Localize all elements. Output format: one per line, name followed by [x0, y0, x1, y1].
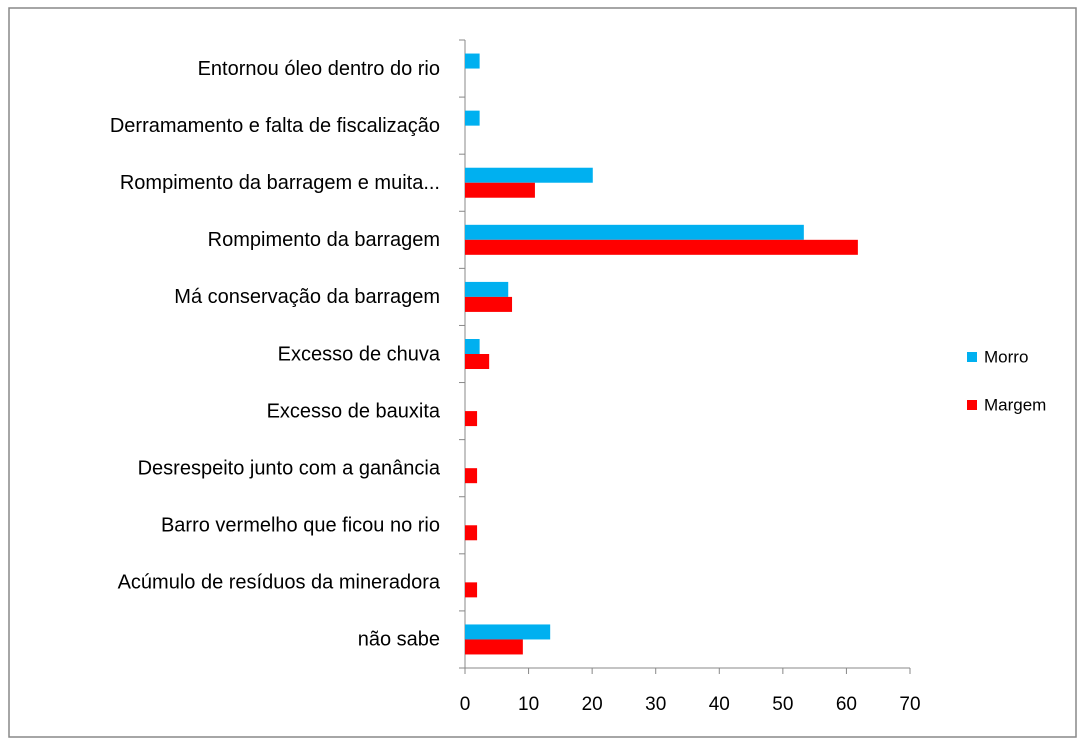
- bar: [465, 639, 523, 655]
- y-tick-label: Excesso de chuva: [278, 343, 441, 365]
- bar: [465, 281, 509, 297]
- x-tick-label: 30: [645, 694, 666, 715]
- bar: [465, 339, 480, 354]
- y-tick-label: Rompimento da barragem: [208, 229, 440, 251]
- legend-swatch: [967, 400, 977, 410]
- bar: [465, 167, 593, 183]
- x-tick-label: 10: [518, 694, 539, 715]
- y-tick-label: Excesso de bauxita: [267, 400, 441, 422]
- bar: [465, 354, 490, 369]
- y-tick-label: não sabe: [358, 629, 440, 651]
- y-tick-label: Desrespeito junto com a ganância: [138, 457, 441, 479]
- bar: [465, 110, 480, 126]
- x-tick-label: 60: [836, 694, 857, 715]
- x-tick-label: 0: [460, 694, 471, 715]
- y-tick-label: Acúmulo de resíduos da mineradora: [118, 572, 441, 594]
- bar: [465, 182, 535, 198]
- bar: [465, 224, 804, 240]
- bar: [465, 624, 551, 640]
- legend-swatch: [967, 352, 977, 362]
- chart-border: [8, 7, 1077, 738]
- bar: [465, 296, 513, 312]
- y-tick-label: Rompimento da barragem e muita...: [120, 172, 440, 194]
- bar: [465, 411, 478, 427]
- bar: [465, 468, 478, 484]
- legend-label: Morro: [984, 347, 1028, 366]
- x-tick-label: 70: [899, 694, 920, 715]
- x-tick-label: 40: [709, 694, 730, 715]
- y-tick-label: Derramamento e falta de fiscalização: [110, 115, 440, 137]
- bar: [465, 582, 478, 598]
- bar: [465, 239, 858, 255]
- y-tick-label: Entornou óleo dentro do rio: [198, 58, 440, 80]
- y-tick-label: Barro vermelho que ficou no rio: [161, 515, 440, 537]
- bar: [465, 525, 478, 541]
- bar: [465, 53, 480, 69]
- x-tick-label: 50: [772, 694, 793, 715]
- y-tick-label: Má conservação da barragem: [174, 286, 440, 308]
- legend-label: Margem: [984, 395, 1046, 414]
- x-tick-label: 20: [582, 694, 603, 715]
